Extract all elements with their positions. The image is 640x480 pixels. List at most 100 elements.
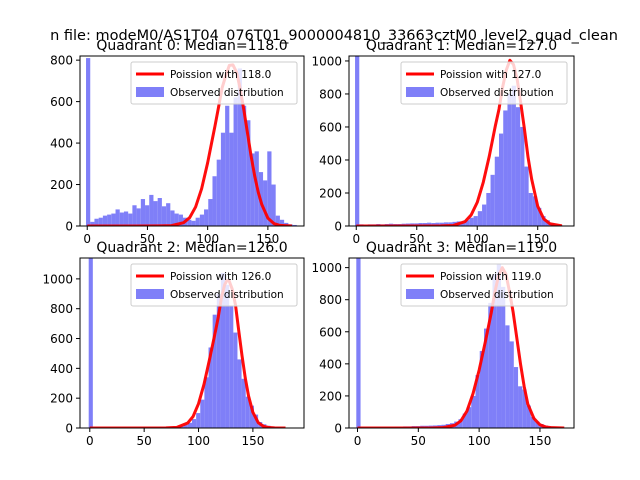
legend-bar-swatch — [406, 289, 434, 299]
y-tick-label: 600 — [319, 120, 342, 134]
histogram-bar — [208, 199, 213, 226]
histogram-bar — [132, 205, 137, 226]
histogram-bar — [237, 68, 242, 226]
histogram-bar — [212, 314, 217, 428]
histogram-bar — [245, 396, 250, 428]
histogram-bar — [174, 213, 179, 226]
panel-title: Quadrant 1: Median=127.0 — [366, 38, 557, 54]
histogram-bar — [524, 166, 529, 226]
histogram-bar — [123, 211, 129, 226]
legend-box — [400, 61, 568, 105]
axes-frame — [79, 55, 305, 227]
y-tick-label: 200 — [319, 389, 342, 403]
y-tick-label: 600 — [319, 325, 342, 339]
y-tick-label: 200 — [50, 392, 73, 406]
histogram-bar — [443, 222, 449, 226]
legend-box — [130, 263, 298, 307]
histogram-bar — [271, 184, 276, 226]
legend-entry-poisson: Poission with 126.0 — [170, 271, 271, 283]
legend-entry-poisson: Poission with 127.0 — [440, 69, 541, 81]
histogram-bar — [427, 222, 432, 226]
histogram-bar — [505, 325, 510, 428]
histogram-bar — [439, 222, 444, 226]
histogram-bar — [458, 419, 463, 428]
histogram-bar — [532, 196, 538, 226]
y-tick-label: 400 — [50, 362, 73, 376]
x-tick-label: 50 — [137, 434, 152, 448]
legend-bar-swatch — [406, 87, 434, 97]
histogram-bar — [220, 132, 226, 226]
y-tick-label: 800 — [50, 54, 73, 68]
y-tick-label: 1000 — [311, 261, 342, 275]
histogram-bar — [153, 201, 158, 226]
histogram-bar — [199, 214, 205, 226]
histogram-bar — [482, 204, 487, 226]
histogram-bar — [469, 217, 474, 226]
histogram-bar — [471, 395, 476, 428]
histogram-bar — [166, 203, 171, 226]
histogram-bar — [475, 375, 480, 428]
histogram-bar — [507, 93, 512, 226]
histogram-bar — [477, 211, 483, 226]
histogram-bar — [484, 328, 489, 428]
histogram-bar — [220, 272, 226, 428]
x-tick-label: 0 — [83, 232, 91, 246]
histogram-bar — [494, 156, 499, 226]
histogram-bar — [246, 120, 251, 226]
histogram-bar — [292, 224, 297, 226]
histogram-bar — [263, 180, 268, 226]
figure-suptitle: n file: modeM0/AS1T04_076T01_9000004810_… — [50, 28, 618, 44]
histogram-bar — [503, 110, 508, 226]
legend-entry-observed: Observed distribution — [170, 87, 284, 99]
legend-box — [130, 61, 298, 105]
histogram-bar — [195, 217, 200, 226]
y-tick-label: 0 — [65, 220, 73, 234]
legend-entry-poisson: Poission with 119.0 — [440, 271, 541, 283]
histogram-bar — [187, 219, 192, 226]
histogram-bar — [530, 416, 536, 428]
panel-quadrant-2: 0 50 100 150 0 200 400 600 800 1000 Quadrant 2: Me… — [42, 240, 305, 448]
histogram-bar — [225, 105, 230, 226]
histogram-bar — [111, 213, 116, 226]
histogram-bar — [178, 214, 183, 226]
x-tick-label: 150 — [528, 434, 551, 448]
histogram-bar — [86, 58, 91, 226]
histogram-bar — [509, 341, 514, 428]
x-tick-label: 100 — [196, 232, 219, 246]
histogram-bar — [192, 419, 197, 428]
axes-frame — [79, 257, 305, 429]
histogram-bar — [94, 218, 99, 226]
histogram-bar — [233, 97, 238, 226]
histogram-bar — [356, 258, 361, 428]
legend-box — [400, 263, 568, 307]
histogram-bar — [520, 126, 525, 226]
histogram-bar — [90, 221, 95, 226]
y-tick-label: 800 — [50, 302, 73, 316]
histogram-bar — [241, 105, 247, 226]
histogram-bar — [496, 264, 502, 428]
histogram-bar — [241, 378, 246, 428]
y-tick-label: 200 — [319, 186, 342, 200]
legend: Poission with 126.0 Observed distribution — [130, 263, 298, 307]
panel-title: Quadrant 0: Median=118.0 — [96, 38, 287, 54]
histogram-bar — [460, 222, 466, 226]
x-tick-label: 0 — [352, 232, 360, 246]
panel-quadrant-1: 0 50 100 150 0 200 400 600 800 1000 Quadrant 1: Me… — [311, 38, 575, 246]
histogram-bar — [501, 286, 506, 428]
panel-quadrant-0: 0 50 100 150 0 200 400 600 800 Quadrant 0: Median… — [50, 38, 305, 246]
histogram-bar — [119, 212, 124, 226]
histogram-bar — [229, 305, 234, 428]
legend-entry-poisson: Poission with 118.0 — [170, 69, 271, 81]
histogram-bar — [518, 386, 523, 428]
histogram-bar — [145, 205, 150, 226]
x-tick-label: 150 — [526, 232, 549, 246]
histogram-bar — [200, 399, 205, 428]
histogram-bar — [140, 199, 146, 226]
histogram-bar — [515, 107, 521, 226]
histogram-bar — [511, 85, 516, 226]
histogram-bar — [212, 176, 217, 226]
histogram-bar — [513, 367, 519, 428]
histogram-bar — [462, 413, 467, 428]
x-tick-label: 50 — [140, 232, 155, 246]
